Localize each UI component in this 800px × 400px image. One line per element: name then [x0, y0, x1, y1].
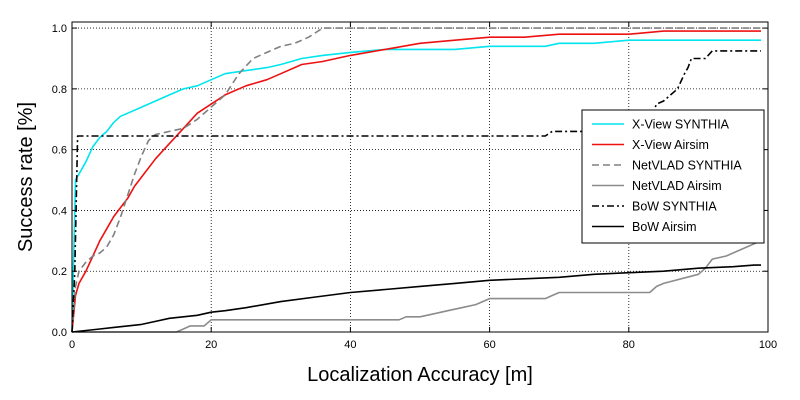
- x-tick-label: 20: [205, 339, 217, 351]
- y-tick-label: 0.6: [52, 145, 67, 157]
- y-tick-label: 1.0: [52, 23, 67, 35]
- series-line-netvlad-airsim: [72, 240, 762, 333]
- series-line-bow-airsim: [71, 264, 761, 333]
- series-line-netvlad-synthia: [71, 27, 761, 333]
- series-lines: [71, 27, 762, 333]
- y-axis-label: Success rate [%]: [15, 102, 37, 252]
- series-line-x-view-synthia: [71, 39, 761, 333]
- x-axis-label: Localization Accuracy [m]: [307, 364, 533, 386]
- plot-frame: [71, 21, 769, 333]
- y-tick-label: 0.4: [52, 205, 67, 217]
- legend: X-View SYNTHIA X-View Airsim NetVLAD SYNTH…: [581, 109, 765, 244]
- legend-label-x-view-airsim: X-View Airsim: [632, 138, 709, 152]
- legend-label-x-view-synthia: X-View SYNTHIA: [632, 118, 730, 132]
- x-tick-label: 60: [483, 339, 495, 351]
- legend-label-bow-airsim: BoW Airsim: [632, 220, 697, 234]
- series-line-bow-synthia: [71, 50, 761, 333]
- x-tick-label: 0: [69, 339, 75, 351]
- axis-ticks: [71, 22, 769, 333]
- x-tick-label: 80: [623, 339, 635, 351]
- legend-box: [581, 109, 765, 244]
- axis-tick-labels: 0 20 40 60 80 100 0.0 0.2 0.4 0.6 0.8 1.0: [52, 23, 777, 351]
- series-line-x-view-airsim: [71, 30, 761, 333]
- legend-label-netvlad-synthia: NetVLAD SYNTHIA: [632, 159, 742, 173]
- x-tick-label: 40: [344, 339, 356, 351]
- y-tick-label: 0.2: [52, 266, 67, 278]
- legend-label-bow-synthia: BoW SYNTHIA: [632, 200, 717, 214]
- y-tick-label: 0.8: [52, 84, 67, 96]
- legend-label-netvlad-airsim: NetVLAD Airsim: [632, 179, 722, 193]
- x-tick-label: 100: [759, 339, 777, 351]
- y-tick-label: 0.0: [52, 327, 67, 339]
